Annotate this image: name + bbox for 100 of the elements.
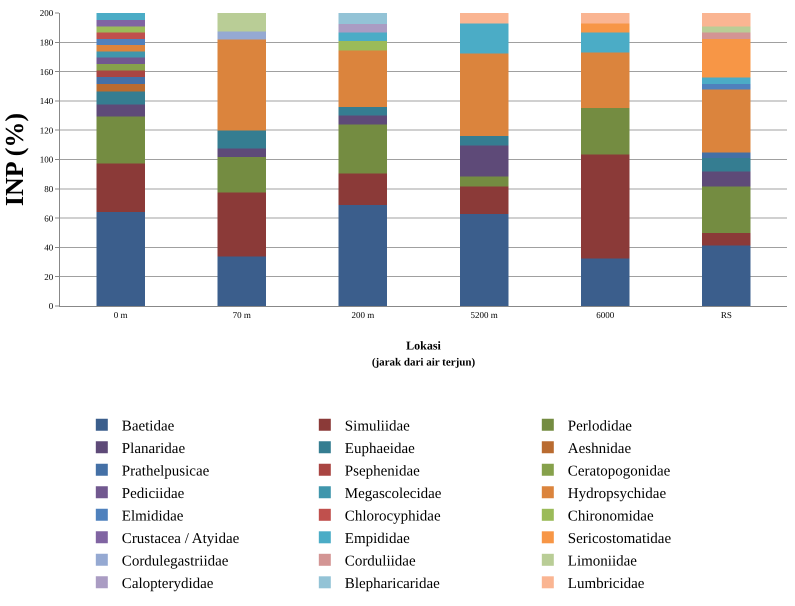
bar xyxy=(338,205,388,306)
legend-label: Cordulegastriidae xyxy=(122,554,229,570)
bar xyxy=(460,136,508,146)
legend-label: Elmididae xyxy=(122,508,184,525)
legend-label: Baetidae xyxy=(122,418,175,435)
bar xyxy=(460,186,508,214)
legend-label: Perlodidae xyxy=(568,418,632,435)
bar xyxy=(338,124,388,174)
bar xyxy=(96,64,145,70)
bar xyxy=(96,212,145,306)
bar xyxy=(96,70,145,77)
y-tick-label: 140 xyxy=(40,96,54,106)
y-tick-label: 80 xyxy=(44,184,54,194)
bar xyxy=(96,76,145,84)
legend-label: Simuliidae xyxy=(344,418,410,435)
legend-label: Prathelpusicae xyxy=(122,464,210,480)
bar xyxy=(338,107,388,116)
bar xyxy=(96,104,145,117)
bar xyxy=(460,13,508,24)
legend-label: Hydropsychidae xyxy=(568,486,666,502)
bar xyxy=(338,24,388,33)
bar xyxy=(460,23,508,54)
legend-label: Lumbricidae xyxy=(568,576,645,592)
legend-label: Aeshnidae xyxy=(568,441,632,458)
bar xyxy=(218,31,266,40)
x-axis-title: Lokasi (jarak dari air terjun) xyxy=(372,338,476,368)
bar xyxy=(218,40,266,130)
legend-label: Pediciidae xyxy=(122,486,185,502)
y-tick-label: 60 xyxy=(44,213,54,224)
x-tick-label: 200 m xyxy=(352,310,374,320)
bar xyxy=(96,26,145,33)
bar xyxy=(96,58,145,64)
bar xyxy=(338,173,388,206)
legend-label: Corduliidae xyxy=(344,554,416,570)
legend-label: Psephenidae xyxy=(344,464,420,480)
bar xyxy=(218,256,266,306)
bar xyxy=(702,172,751,186)
legend-label: Euphaeidae xyxy=(344,441,416,458)
legend-label: Calopterydidae xyxy=(122,576,214,592)
legend-label: Planaridae xyxy=(122,441,186,458)
legend-label: Sericostomatidae xyxy=(568,531,672,548)
bar xyxy=(338,32,388,42)
bar xyxy=(702,158,751,172)
bar xyxy=(702,89,751,152)
legend-label: Empididae xyxy=(344,531,410,548)
x-tick-label: 0 m xyxy=(114,310,128,320)
y-tick-label: 40 xyxy=(44,242,54,253)
bar xyxy=(338,50,388,108)
bar xyxy=(96,163,145,212)
bar xyxy=(218,148,266,157)
bar xyxy=(460,214,508,306)
bar xyxy=(96,116,145,164)
bar xyxy=(581,13,630,24)
legend-label: Limoniidae xyxy=(568,554,638,570)
bar xyxy=(702,246,751,306)
y-axis-title: INP (%) xyxy=(0,112,29,206)
bar xyxy=(96,13,145,20)
bar xyxy=(460,54,508,136)
bar xyxy=(338,41,388,50)
bar xyxy=(581,108,630,155)
bar xyxy=(338,13,388,24)
bar xyxy=(96,84,145,92)
bar xyxy=(338,116,388,124)
bar xyxy=(96,92,145,104)
bar xyxy=(581,52,630,108)
legend-label: Megascolecidae xyxy=(344,486,442,502)
bar xyxy=(460,145,508,177)
bar xyxy=(96,52,145,58)
x-tick-label: RS xyxy=(720,310,732,320)
legend-label: Ceratopogonidae xyxy=(568,464,671,480)
legend-label: Crustacea / Atyidae xyxy=(122,531,240,548)
bar xyxy=(96,39,145,46)
y-tick-label: 160 xyxy=(40,66,54,77)
x-tick-label: 70 m xyxy=(232,310,251,320)
y-tick-label: 200 xyxy=(40,8,54,18)
legend-label: Chironomidae xyxy=(568,508,654,525)
bar xyxy=(96,45,145,52)
bar xyxy=(702,186,751,234)
bar xyxy=(702,78,751,84)
bar xyxy=(702,84,751,90)
bar xyxy=(218,192,266,256)
bar xyxy=(460,176,508,186)
bar xyxy=(218,13,266,32)
legend-label: Blepharicaridae xyxy=(344,576,440,592)
bar xyxy=(581,258,630,306)
x-tick-label: 5200 m xyxy=(470,310,498,320)
y-tick-label: 100 xyxy=(40,154,54,165)
y-tick-label: 120 xyxy=(40,125,54,136)
bar xyxy=(96,32,145,40)
bar xyxy=(702,26,751,33)
bar xyxy=(581,23,630,33)
bar xyxy=(581,32,630,52)
legend-label: Chlorocyphidae xyxy=(344,508,441,525)
y-tick-label: 20 xyxy=(44,272,54,282)
bar xyxy=(702,152,751,158)
bar xyxy=(702,32,751,40)
y-tick-label: 180 xyxy=(40,37,54,48)
bar xyxy=(581,154,630,258)
y-tick-label: 0 xyxy=(48,301,54,312)
bar xyxy=(702,233,751,246)
